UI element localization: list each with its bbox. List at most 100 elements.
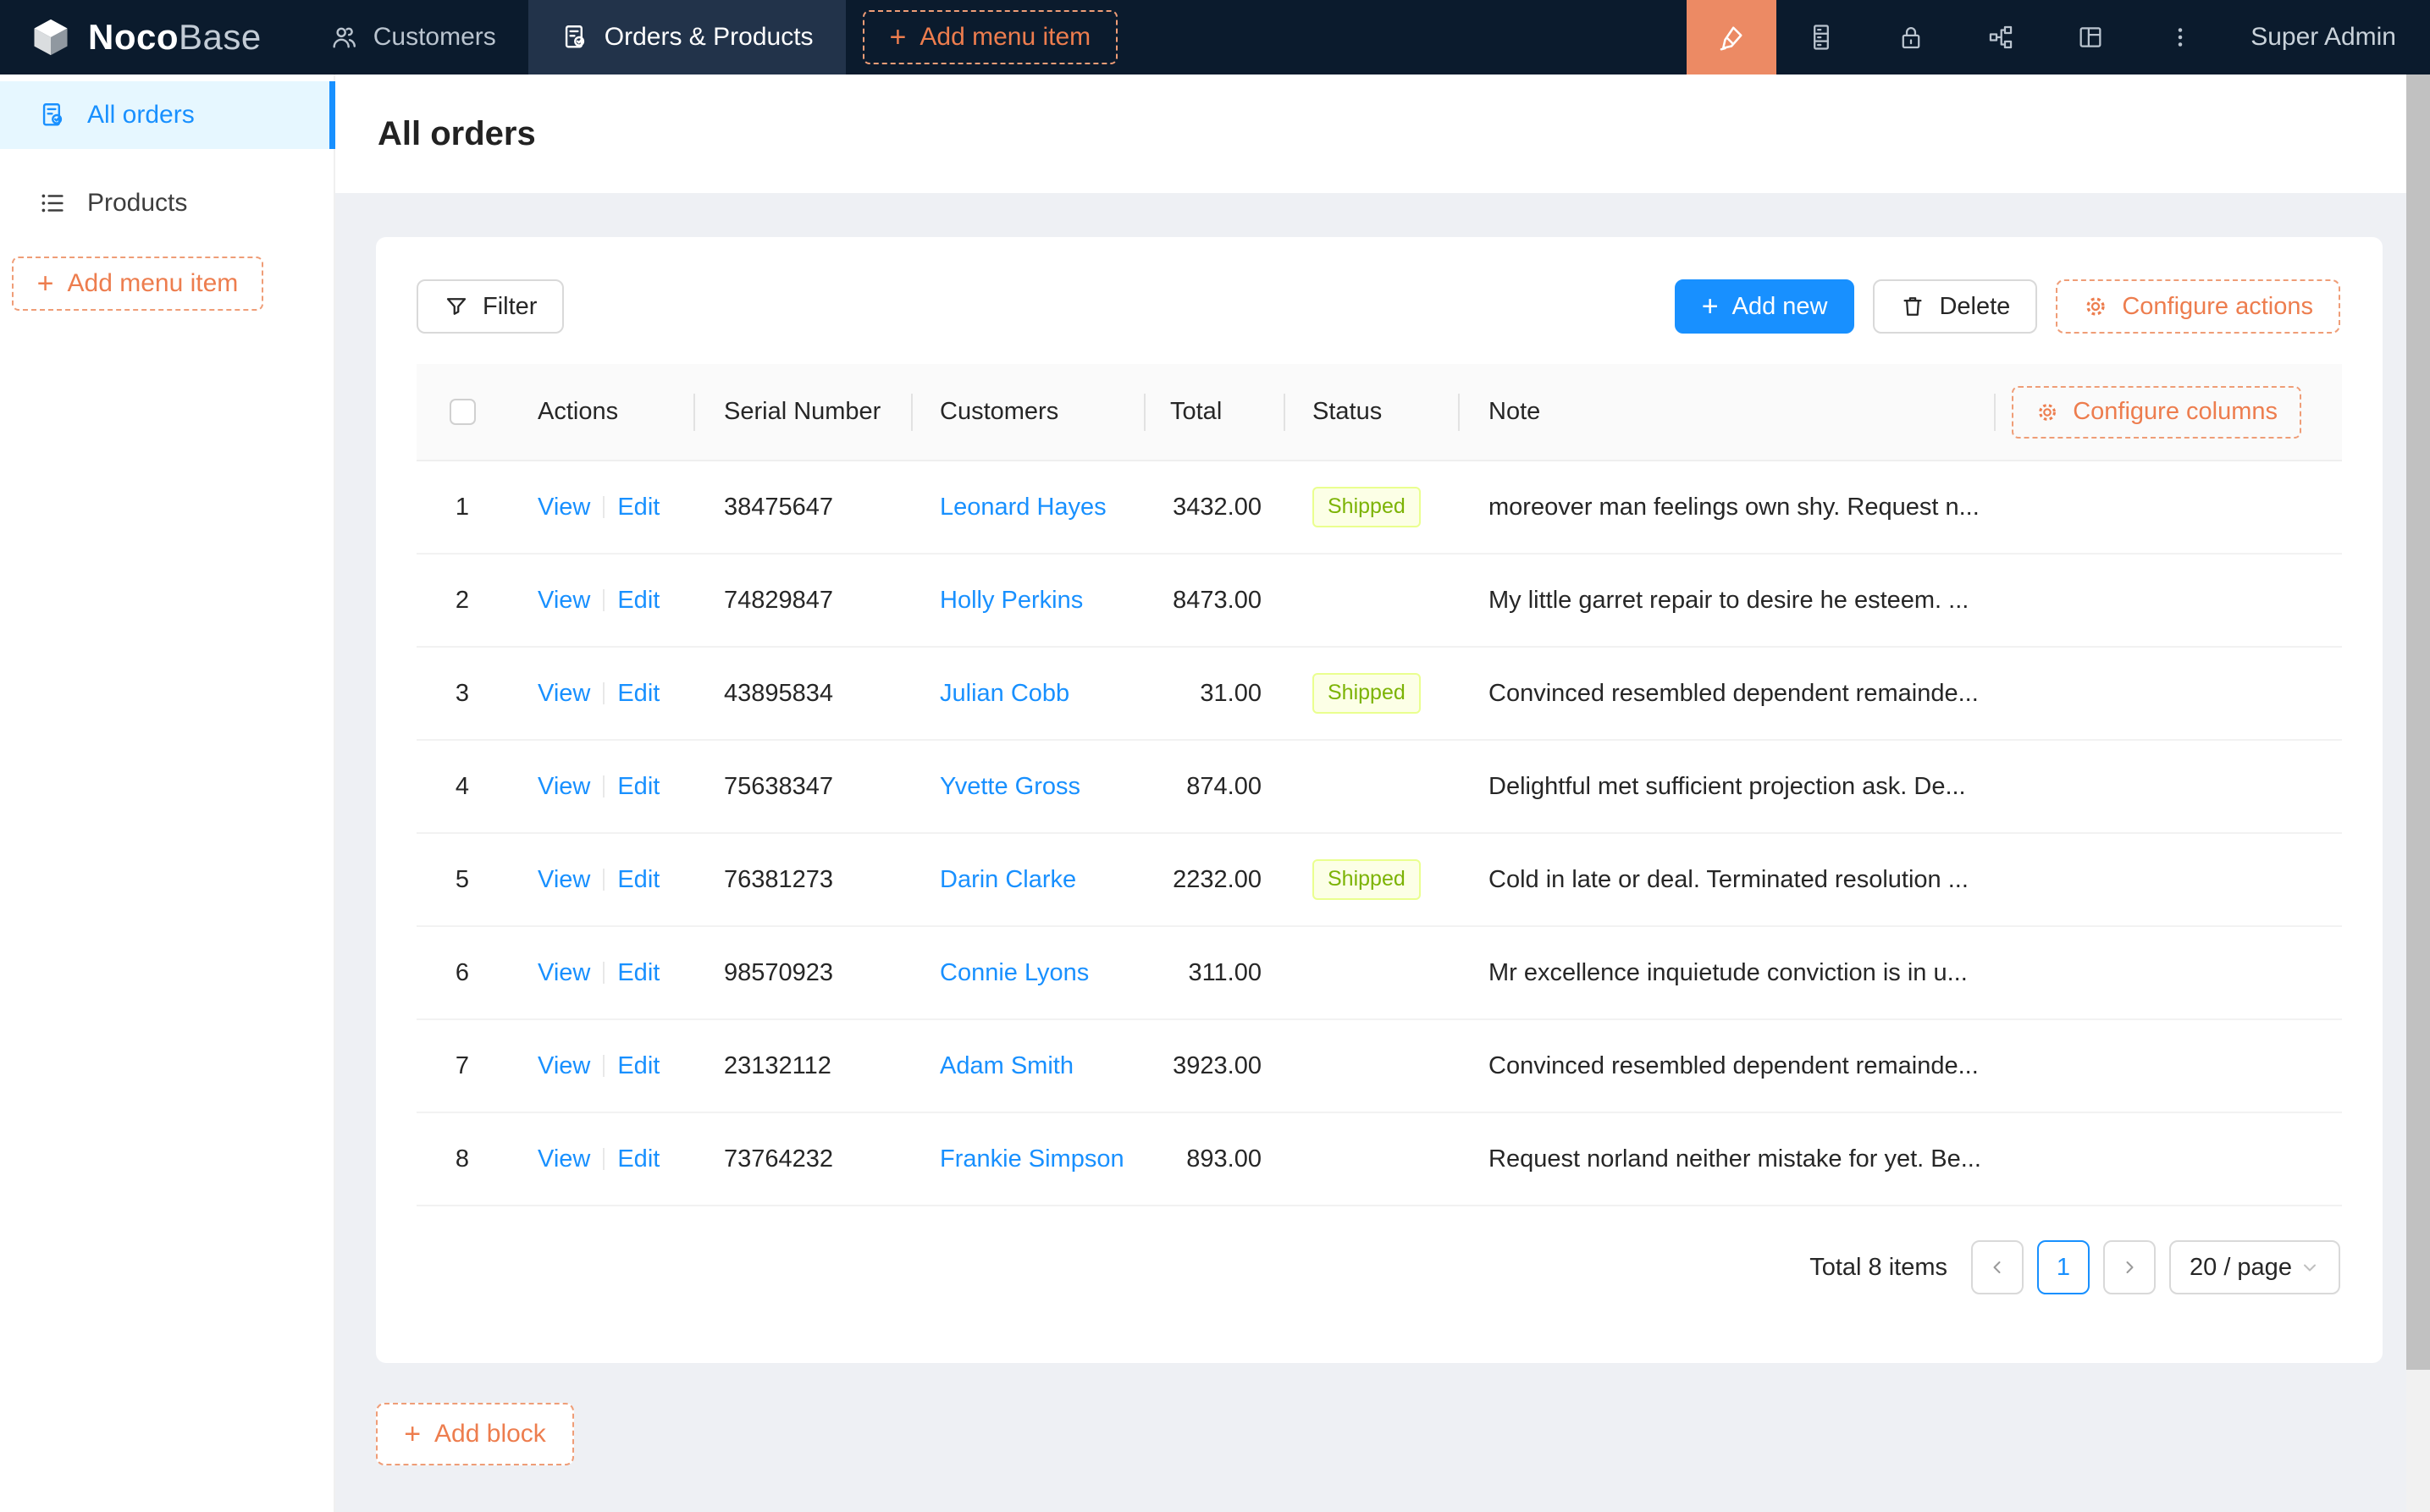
row-actions-cell: View Edit [508,834,693,925]
select-all-checkbox[interactable] [449,399,476,425]
note-text: Convinced resembled dependent remainde..… [1488,679,1979,707]
add-menu-item-label: Add menu item [920,23,1091,51]
customer-link[interactable]: Connie Lyons [940,958,1090,986]
customer-link[interactable]: Frankie Simpson [940,1145,1124,1173]
edit-link[interactable]: Edit [617,1051,660,1079]
view-link[interactable]: View [538,1051,591,1079]
add-new-button[interactable]: + Add new [1674,279,1855,334]
lock-icon [1897,23,1925,52]
plus-icon: + [404,1418,422,1450]
customer-link[interactable]: Holly Perkins [940,586,1084,614]
row-index: 6 [455,958,470,986]
row-actions-cell: View Edit [508,741,693,832]
note-cell: Cold in late or deal. Terminated resolut… [1458,834,1994,925]
status-badge: Shipped [1312,673,1421,714]
nav-item-label: Customers [373,23,496,51]
view-link[interactable]: View [538,1145,591,1173]
nocobase-logo[interactable]: NocoBase [0,15,297,59]
customer-cell: Leonard Hayes [911,461,1144,553]
serial-number-cell: 23132112 [724,1051,831,1079]
status-cell [1284,1113,1458,1205]
view-link[interactable]: View [538,493,591,521]
edit-link[interactable]: Edit [617,865,660,893]
workflow-button[interactable] [1956,0,2046,74]
current-user-menu[interactable]: Super Admin [2251,23,2396,51]
chevron-down-icon [2300,1257,2320,1277]
link-divider [603,775,605,797]
serial-number-cell: 38475647 [724,493,834,521]
row-configure-spacer [1994,741,2340,832]
more-menu-button[interactable] [2135,0,2225,74]
page-size-select[interactable]: 20 / page [2169,1240,2340,1294]
edit-link[interactable]: Edit [617,772,660,800]
gear-icon [2083,294,2108,319]
total-cell: 31.00 [1200,679,1262,707]
top-navbar: NocoBase Customers Orders & Products + A… [0,0,2430,74]
note-text: Mr excellence inquietude conviction is i… [1488,958,1968,986]
add-menu-item-button-navbar[interactable]: + Add menu item [862,10,1118,64]
access-control-button[interactable] [1866,0,1956,74]
row-configure-spacer [1994,834,2340,925]
customer-cell: Darin Clarke [911,834,1144,925]
configure-columns-button[interactable]: Configure columns [2012,385,2301,439]
view-link[interactable]: View [538,958,591,986]
sidebar-item-all-orders[interactable]: All orders [0,81,335,149]
customer-link[interactable]: Darin Clarke [940,865,1077,893]
scrollbar-thumb[interactable] [2406,74,2430,1370]
serial-number-cell: 98570923 [724,958,834,986]
customer-link[interactable]: Yvette Gross [940,772,1081,800]
column-header-customers: Customers [911,364,1144,460]
vertical-scrollbar[interactable] [2406,74,2430,1512]
row-actions-cell: View Edit [508,648,693,739]
customer-link[interactable]: Julian Cobb [940,679,1070,707]
left-sidebar: All orders Products + Add menu item [0,74,335,1512]
column-header-total: Total [1144,364,1284,460]
delete-button[interactable]: Delete [1873,279,2038,334]
note-text: My little garret repair to desire he est… [1488,586,1969,614]
note-text: moreover man feelings own shy. Request n… [1488,493,1980,521]
configure-actions-button[interactable]: Configure actions [2056,279,2340,334]
row-configure-spacer [1994,648,2340,739]
row-actions-cell: View Edit [508,927,693,1018]
view-link[interactable]: View [538,865,591,893]
navbar-right-group: Super Admin [1687,0,2430,74]
users-icon [329,23,358,52]
total-cell: 2232.00 [1173,865,1262,893]
row-index-cell: 3 [417,648,508,739]
edit-link[interactable]: Edit [617,586,660,614]
plus-icon: + [36,268,54,300]
page-number-1[interactable]: 1 [2037,1240,2090,1294]
previous-page-button[interactable] [1971,1240,2024,1294]
chevron-left-icon [1987,1257,2008,1277]
edit-link[interactable]: Edit [617,958,660,986]
customer-link[interactable]: Adam Smith [940,1051,1074,1079]
edit-link[interactable]: Edit [617,679,660,707]
nav-item-label: Orders & Products [604,23,814,51]
layout-button[interactable] [2046,0,2135,74]
link-divider [603,1055,605,1077]
filter-button[interactable]: Filter [417,279,565,334]
edit-link[interactable]: Edit [617,1145,660,1173]
plugins-button[interactable] [1776,0,1866,74]
ui-editor-button[interactable] [1687,0,1777,74]
pagination-total: Total 8 items [1809,1253,1947,1281]
view-link[interactable]: View [538,772,591,800]
link-divider [603,589,605,611]
row-actions-cell: View Edit [508,1020,693,1112]
serial-number-cell: 74829847 [724,586,834,614]
next-page-button[interactable] [2103,1240,2156,1294]
note-text: Cold in late or deal. Terminated resolut… [1488,865,1969,893]
edit-link[interactable]: Edit [617,493,660,521]
nav-item-orders-products[interactable]: Orders & Products [527,0,846,74]
configure-columns-label: Configure columns [2073,398,2278,425]
add-block-button[interactable]: + Add block [376,1403,574,1465]
row-index-cell: 8 [417,1113,508,1205]
sidebar-item-products[interactable]: Products [0,169,334,237]
add-menu-item-button-sidebar[interactable]: + Add menu item [12,257,263,311]
customer-link[interactable]: Leonard Hayes [940,493,1107,521]
view-link[interactable]: View [538,679,591,707]
view-link[interactable]: View [538,586,591,614]
chevron-right-icon [2119,1257,2140,1277]
nav-item-customers[interactable]: Customers [297,0,528,74]
table-row: 8 View Edit 73764232 Frankie Simpson 893… [417,1113,2342,1206]
